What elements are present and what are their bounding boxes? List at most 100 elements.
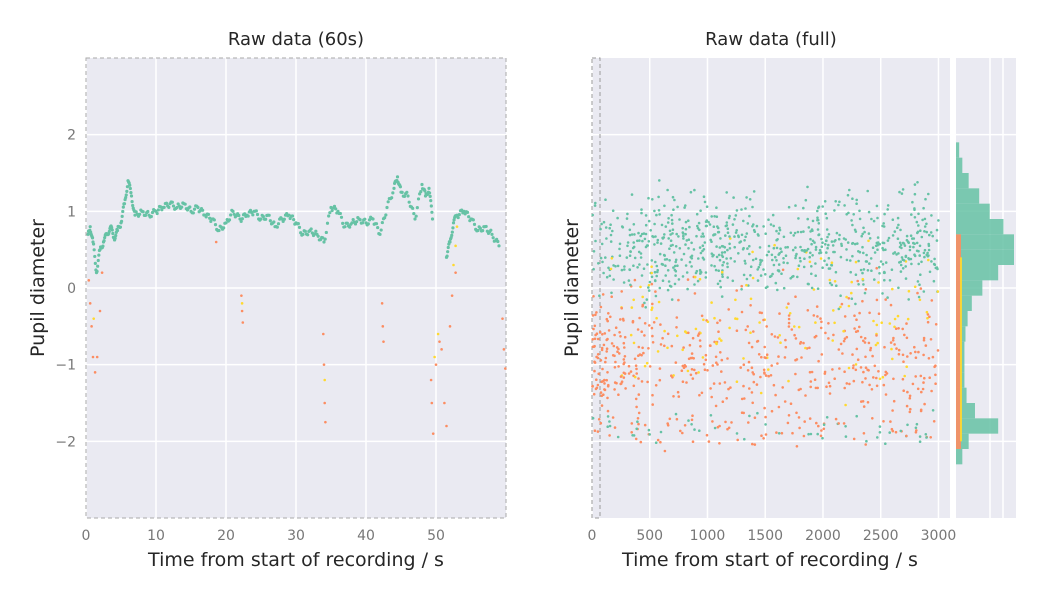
right-data-point — [862, 268, 866, 271]
left-data-point — [450, 294, 454, 297]
left-data-point — [196, 205, 200, 210]
left-data-point — [124, 195, 128, 200]
right-data-point — [678, 247, 682, 250]
right-data-point — [607, 266, 610, 270]
right-data-point — [666, 221, 670, 224]
right-data-point — [659, 323, 662, 326]
right-data-point — [704, 224, 708, 228]
right-data-point — [596, 383, 600, 387]
right-data-point — [913, 242, 916, 245]
right-data-point — [918, 435, 922, 438]
right-data-point — [658, 213, 661, 216]
right-data-point — [629, 370, 633, 373]
left-data-point — [254, 209, 258, 213]
right-data-point — [669, 233, 672, 236]
right-data-point — [735, 432, 739, 435]
left-data-point — [188, 205, 192, 209]
left-data-point — [429, 378, 433, 382]
right-data-point — [676, 205, 679, 209]
right-data-point — [683, 206, 686, 209]
left-data-point — [110, 225, 114, 230]
right-data-point — [762, 437, 765, 440]
left-data-point — [276, 222, 281, 226]
right-data-point — [850, 280, 853, 284]
right-data-point — [854, 260, 858, 264]
right-xtick-label: 1500 — [747, 528, 783, 544]
right-data-point — [726, 427, 729, 431]
right-data-point — [743, 239, 746, 242]
right-data-point — [871, 246, 875, 249]
right-data-point — [832, 333, 835, 337]
right-data-point — [617, 365, 620, 368]
left-data-point — [122, 202, 127, 206]
right-data-point — [779, 247, 782, 250]
right-data-point — [764, 433, 768, 436]
left-data-point — [240, 302, 244, 305]
right-data-point — [742, 411, 745, 415]
right-data-point — [809, 380, 813, 383]
right-data-point — [705, 219, 709, 222]
right-data-point — [751, 258, 755, 262]
left-data-point — [118, 225, 123, 229]
left-data-point — [455, 225, 459, 228]
left-data-point — [419, 190, 423, 194]
right-data-point — [797, 264, 801, 268]
right-data-point — [703, 241, 707, 244]
right-data-point — [636, 239, 639, 243]
left-data-point — [268, 219, 272, 223]
right-data-point — [717, 330, 720, 334]
left-data-point — [88, 302, 92, 305]
right-data-point — [616, 216, 619, 220]
right-data-point — [762, 268, 765, 271]
right-data-point — [668, 247, 671, 250]
right-data-point — [764, 415, 767, 419]
right-data-point — [934, 364, 937, 368]
left-data-point — [125, 189, 129, 193]
right-data-point — [630, 233, 634, 236]
right-data-point — [898, 261, 901, 264]
right-data-point — [889, 303, 893, 307]
right-data-point — [878, 265, 881, 269]
left-data-point — [93, 371, 97, 374]
right-data-point — [839, 342, 843, 346]
right-data-point — [744, 262, 747, 265]
right-data-point — [716, 226, 720, 230]
right-data-point — [668, 417, 672, 421]
left-data-point — [240, 294, 243, 297]
left-data-point — [360, 221, 365, 225]
right-data-point — [845, 258, 849, 262]
left-ytick-label: 1 — [67, 204, 76, 220]
right-data-point — [925, 222, 928, 226]
left-data-point — [380, 302, 384, 305]
right-data-point — [672, 266, 675, 269]
right-data-point — [901, 353, 905, 357]
left-data-point — [351, 218, 355, 222]
right-data-point — [905, 238, 909, 242]
right-data-point — [858, 250, 862, 254]
right-data-point — [614, 326, 618, 330]
histogram-bar — [956, 173, 969, 189]
right-data-point — [631, 320, 635, 324]
right-data-point — [857, 259, 860, 263]
right-data-point — [846, 241, 850, 244]
right-data-point — [922, 353, 925, 357]
right-data-point — [815, 421, 818, 425]
right-data-point — [883, 212, 886, 216]
right-data-point — [630, 431, 633, 434]
right-data-point — [686, 278, 690, 281]
right-data-point — [608, 424, 612, 428]
right-data-point — [838, 233, 841, 237]
right-data-point — [928, 376, 931, 380]
right-data-point — [608, 420, 611, 423]
right-data-point — [864, 377, 867, 380]
right-data-point — [897, 223, 900, 227]
left-data-point — [156, 208, 160, 212]
left-data-point — [91, 355, 95, 359]
right-data-point — [770, 333, 774, 336]
right-data-point — [755, 224, 759, 228]
right-data-point — [623, 346, 626, 349]
right-data-point — [807, 432, 810, 436]
right-data-point — [808, 370, 812, 374]
